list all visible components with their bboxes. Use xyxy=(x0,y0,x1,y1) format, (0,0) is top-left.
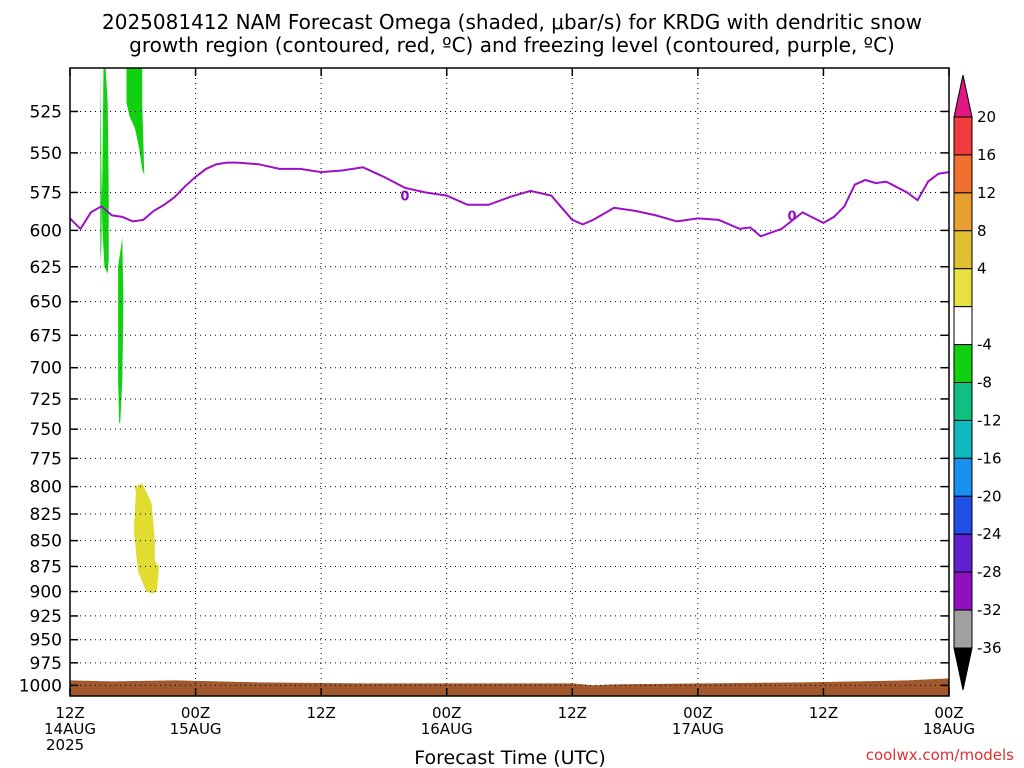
x-tick-label: 12Z xyxy=(306,704,335,722)
omega-region-3 xyxy=(118,237,124,424)
colorbar-label: -24 xyxy=(977,525,1002,543)
colorbar-swatch xyxy=(953,533,973,573)
y-tick-label: 975 xyxy=(30,654,62,674)
grid-lines xyxy=(69,68,950,696)
colorbar-label: 4 xyxy=(977,260,987,278)
chart-title-line1: 2025081412 NAM Forecast Omega (shaded, μ… xyxy=(102,10,922,34)
y-tick-label: 650 xyxy=(30,293,62,313)
x-tick-label: 12Z xyxy=(55,704,84,722)
x-tick-label: 2025 xyxy=(46,736,84,754)
x-tick-label: 16AUG xyxy=(421,720,473,738)
x-tick-label: 00Z xyxy=(181,704,210,722)
y-tick-label: 925 xyxy=(30,607,62,627)
y-tick-label: 600 xyxy=(30,221,62,241)
y-tick-label: 750 xyxy=(30,420,62,440)
colorbar-top-arrow xyxy=(953,74,973,118)
colorbar-label: -36 xyxy=(977,639,1002,657)
colorbar-label: -8 xyxy=(977,374,992,392)
freezing-level-label: 0 xyxy=(788,209,797,224)
y-tick-label: 575 xyxy=(30,183,62,203)
colorbar-label: -4 xyxy=(977,336,992,354)
y-tick-label: 800 xyxy=(30,478,62,498)
chart-title-line2: growth region (contoured, red, ºC) and f… xyxy=(129,33,895,57)
colorbar-swatch xyxy=(953,230,973,270)
colorbar-label: -32 xyxy=(977,601,1002,619)
y-tick-label: 900 xyxy=(30,583,62,603)
y-tick-label: 875 xyxy=(30,557,62,577)
y-tick-label: 850 xyxy=(30,532,62,552)
site-credit: coolwx.com/models xyxy=(866,746,1014,764)
colorbar-label: -16 xyxy=(977,449,1002,467)
colorbar-swatch xyxy=(953,192,973,232)
omega-region-2 xyxy=(126,68,145,176)
y-tick-label: 675 xyxy=(30,326,62,346)
plot-area-fills xyxy=(70,68,949,696)
omega-colorbar: 20 16 12 8 4 -4 -8 -12 -16 -20 -24 -28 -32 -36 xyxy=(953,74,1002,691)
y-tick-label: 1000 xyxy=(19,676,62,696)
freezing-level-line xyxy=(69,161,950,238)
colorbar-swatch xyxy=(953,571,973,611)
omega-region-1 xyxy=(100,68,109,274)
colorbar-label: -28 xyxy=(977,563,1002,581)
colorbar-swatch xyxy=(953,344,973,384)
plot-frame xyxy=(69,67,950,697)
y-axis-ticks: 525 550 575 600 625 650 675 700 725 750 775 800 825 8… xyxy=(19,102,949,696)
terrain-band xyxy=(70,678,949,696)
colorbar-swatch xyxy=(953,419,973,459)
colorbar-swatch xyxy=(953,306,973,346)
colorbar-label: 20 xyxy=(977,108,996,126)
x-axis-title: Forecast Time (UTC) xyxy=(414,747,605,768)
x-tick-label: 17AUG xyxy=(672,720,724,738)
x-tick-label: 15AUG xyxy=(170,720,222,738)
x-tick-label: 12Z xyxy=(558,704,587,722)
y-tick-label: 550 xyxy=(30,144,62,164)
x-tick-label: 00Z xyxy=(432,704,461,722)
x-tick-label: 00Z xyxy=(934,704,963,722)
y-tick-label: 775 xyxy=(30,449,62,469)
colorbar-swatch xyxy=(953,268,973,308)
x-tick-label: 14AUG xyxy=(44,720,96,738)
colorbar-label: 12 xyxy=(977,184,996,202)
y-tick-label: 525 xyxy=(30,102,62,122)
colorbar-swatch xyxy=(953,382,973,421)
freezing-level-label: 0 xyxy=(400,190,409,205)
colorbar-swatch xyxy=(953,154,973,194)
colorbar-label: 8 xyxy=(977,222,987,240)
y-tick-label: 725 xyxy=(30,390,62,410)
y-tick-label: 625 xyxy=(30,258,62,278)
x-tick-label: 12Z xyxy=(809,704,838,722)
y-tick-label: 825 xyxy=(30,505,62,525)
y-tick-label: 700 xyxy=(30,359,62,379)
contour-lines: 00 xyxy=(69,161,950,238)
colorbar-swatch xyxy=(953,116,973,156)
x-tick-label: 00Z xyxy=(683,704,712,722)
omega-region-4 xyxy=(133,483,159,594)
x-tick-label: 18AUG xyxy=(923,720,975,738)
colorbar-label: -12 xyxy=(977,411,1002,429)
colorbar-swatch xyxy=(953,609,973,649)
y-tick-label: 950 xyxy=(30,631,62,651)
colorbar-swatch xyxy=(953,457,973,497)
colorbar-label: 16 xyxy=(977,146,996,164)
colorbar-bottom-arrow xyxy=(953,647,973,691)
colorbar-label: -20 xyxy=(977,487,1002,505)
colorbar-swatch xyxy=(953,495,973,535)
